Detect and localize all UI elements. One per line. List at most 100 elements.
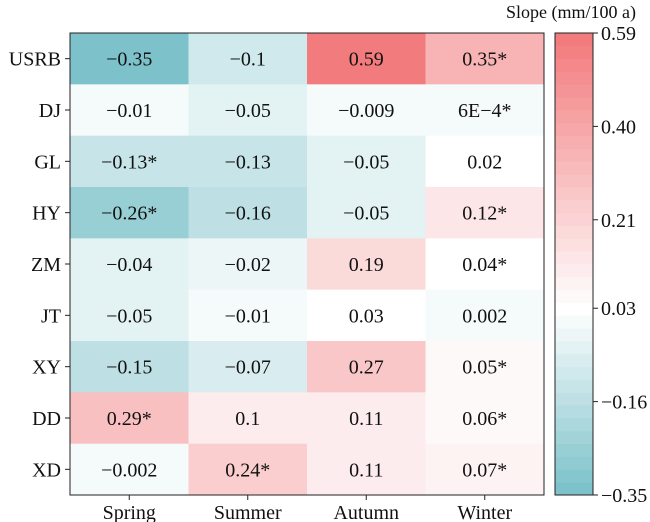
cell-value-label: 0.27 xyxy=(349,357,384,379)
cell-value-label: −0.13* xyxy=(101,151,157,173)
colorbar-segment xyxy=(555,379,593,393)
heatmap-cell xyxy=(307,289,426,342)
colorbar-segment xyxy=(555,392,593,406)
column-label: Winter xyxy=(457,502,512,522)
colorbar-segment xyxy=(555,110,593,124)
cell-value-label: 0.24* xyxy=(225,459,270,481)
heatmap-cell xyxy=(307,341,426,393)
row-label: DJ xyxy=(39,100,61,122)
colorbar-segment xyxy=(555,33,593,47)
column-label: Autumn xyxy=(333,502,399,522)
column-tick-labels: Spring Summer Autumn Winter xyxy=(103,495,512,522)
colorbar-segment xyxy=(555,276,593,291)
row-label: USRB xyxy=(9,49,61,71)
heatmap-cell xyxy=(188,341,308,393)
heatmap-cell xyxy=(70,84,189,137)
cell-value-label: −0.05 xyxy=(343,203,389,225)
cell-value-label: 0.03 xyxy=(349,305,384,327)
heatmap-cell xyxy=(307,187,426,239)
colorbar-segment xyxy=(555,212,593,226)
heatmap-cell xyxy=(188,84,308,137)
heatmap-cell xyxy=(425,289,545,342)
cell-value-label: −0.05 xyxy=(225,100,271,122)
colorbar-segment xyxy=(555,418,593,432)
heatmap-cell xyxy=(188,238,308,291)
colorbar-segment xyxy=(555,238,593,252)
colorbar-segment xyxy=(555,148,593,162)
colorbar-segment xyxy=(555,225,593,239)
cell-value-label: −0.1 xyxy=(230,49,266,71)
colorbar-segment xyxy=(555,122,593,137)
cell-value-label: 0.11 xyxy=(349,408,383,430)
colorbar-segment xyxy=(555,353,593,368)
cell-value-label: 0.04* xyxy=(462,254,507,276)
cell-value-label: 0.12* xyxy=(462,203,507,225)
colorbar-segment xyxy=(555,328,593,342)
heatmap-cell xyxy=(425,341,545,393)
cell-value-label: −0.05 xyxy=(343,151,389,173)
cell-value-label: 0.11 xyxy=(349,459,383,481)
heatmap-cell xyxy=(307,238,426,291)
colorbar-segment xyxy=(555,161,593,175)
heatmap-cell xyxy=(307,135,426,188)
colorbar-tick-label: −0.16 xyxy=(601,392,647,414)
colorbar-tick-label: −0.35 xyxy=(601,485,647,507)
colorbar-segment xyxy=(555,251,593,265)
heatmap-cell xyxy=(70,341,189,393)
cell-value-label: −0.01 xyxy=(106,100,152,122)
colorbar-tick-label: 0.03 xyxy=(601,298,636,320)
heatmap-cell xyxy=(425,84,545,137)
heatmap-cell xyxy=(188,33,308,85)
colorbar xyxy=(555,33,593,496)
column-label: Summer xyxy=(214,502,282,522)
cell-value-label: 0.07* xyxy=(462,459,507,481)
heatmap-cell xyxy=(425,392,545,445)
colorbar-segment xyxy=(555,482,593,496)
heatmap-cells xyxy=(70,33,545,496)
row-label: HY xyxy=(32,203,61,225)
heatmap-cell xyxy=(70,238,189,291)
heatmap-cell xyxy=(307,33,426,85)
colorbar-segment xyxy=(555,469,593,483)
cell-value-label: −0.16 xyxy=(225,203,271,225)
colorbar-segment xyxy=(555,264,593,278)
colorbar-segment xyxy=(555,405,593,419)
heatmap-cell xyxy=(70,33,189,85)
heatmap-cell xyxy=(425,443,545,496)
heatmap-cell xyxy=(425,33,545,85)
cell-value-label: −0.26* xyxy=(101,203,157,225)
cell-value-label: 0.35* xyxy=(462,49,507,71)
colorbar-segment xyxy=(555,135,593,149)
row-label: JT xyxy=(41,305,61,327)
row-label: XY xyxy=(32,357,61,379)
row-label: ZM xyxy=(31,254,61,276)
colorbar-segment xyxy=(555,45,593,60)
cell-value-label: −0.05 xyxy=(106,305,152,327)
colorbar-segment xyxy=(555,187,593,201)
colorbar-tick-label: 0.40 xyxy=(601,116,636,138)
row-label: XD xyxy=(32,459,61,481)
colorbar-tick-labels: −0.35 −0.16 0.03 0.21 0.40 0.59 xyxy=(593,23,647,507)
cell-value-label: −0.01 xyxy=(225,305,271,327)
cell-value-label: −0.02 xyxy=(225,254,271,276)
colorbar-segment xyxy=(555,58,593,72)
colorbar-frame xyxy=(554,32,594,496)
colorbar-title: Slope (mm/100 a) xyxy=(506,2,636,23)
cell-value-label: 0.29* xyxy=(107,408,152,430)
cell-value-label: −0.15 xyxy=(106,357,152,379)
row-label: GL xyxy=(34,151,61,173)
heatmap-cell xyxy=(307,392,426,445)
colorbar-segment xyxy=(555,199,593,214)
heatmap-cell xyxy=(188,135,308,188)
heatmap-cell xyxy=(425,238,545,291)
row-tick-labels: USRB DJ GL HY ZM JT XY DD XD xyxy=(9,49,70,481)
colorbar-segment xyxy=(555,84,593,98)
cell-value-label: −0.35 xyxy=(106,49,152,71)
cell-value-label: −0.009 xyxy=(338,100,394,122)
colorbar-segment xyxy=(555,71,593,85)
heatmap-cell xyxy=(188,289,308,342)
cell-value-label: −0.002 xyxy=(101,459,157,481)
heatmap-cell xyxy=(188,392,308,445)
cell-value-label: −0.13 xyxy=(225,151,271,173)
